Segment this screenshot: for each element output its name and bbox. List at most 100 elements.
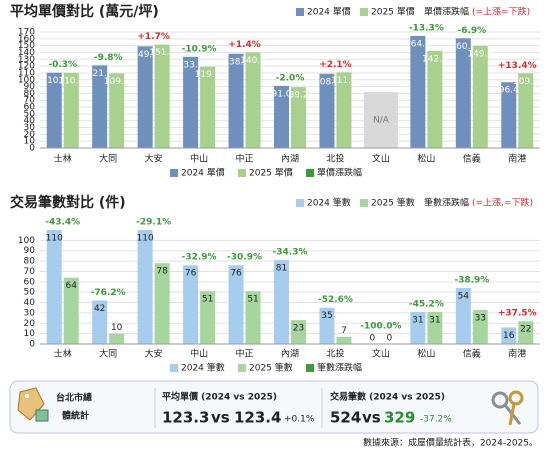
y-tick-label: 30: [24, 123, 36, 133]
legend-swatch: [360, 199, 368, 207]
bar: [427, 311, 443, 344]
bar: [336, 72, 352, 148]
change-label: -30.9%: [227, 253, 262, 263]
y-tick-label: 50: [24, 288, 36, 298]
bar: [183, 56, 199, 148]
y-tick-label: 100: [18, 75, 35, 85]
bar: [200, 291, 216, 344]
vs: vs: [211, 409, 230, 427]
bar-value-label: 76: [185, 269, 197, 279]
y-tick-label: 80: [24, 257, 36, 267]
legend-label: 2025 筆數: [249, 362, 293, 374]
x-tick-label: 北投: [326, 153, 344, 165]
bar-value-label: 142.5: [422, 54, 448, 64]
bar-value-label: 7: [341, 326, 347, 336]
bar: [228, 265, 244, 344]
legend-swatch: [296, 8, 304, 16]
x-tick-label: 松山: [417, 153, 435, 165]
bar-value-label: 0: [387, 334, 393, 344]
bar-value-label: 149.6: [467, 49, 493, 59]
bar-value-label: 76: [230, 269, 242, 279]
legend-swatch: [170, 364, 178, 372]
legend-swatch: [306, 364, 314, 372]
legend-swatch: [296, 199, 304, 207]
bar-value-label: 51: [202, 295, 213, 305]
count-change: -37.2%: [420, 415, 452, 425]
bar-value-label: 138.1: [223, 57, 249, 67]
bar-value-label: 16: [503, 331, 515, 341]
bar-value-label: 121.1: [87, 69, 113, 79]
bar-value-label: 35: [321, 311, 332, 321]
y-tick-label: 150: [18, 41, 35, 51]
bar: [455, 38, 471, 148]
legend-note: (=上漲=下跌): [472, 7, 530, 18]
bar: [291, 320, 306, 344]
bar: [410, 35, 426, 148]
x-tick-label: 大安: [145, 348, 163, 360]
change-label: -29.1%: [136, 218, 171, 228]
bar-value-label: 10: [111, 323, 123, 333]
change-label: -10.9%: [182, 44, 217, 54]
price-heading: 平均單價 (2024 vs 2025): [162, 391, 277, 403]
change-label: +2.1%: [319, 60, 352, 70]
bar: [274, 260, 289, 344]
x-tick-label: 中山: [190, 153, 208, 165]
bar: [336, 336, 352, 344]
bar: [245, 52, 261, 148]
bar-value-label: 110.2: [58, 76, 84, 86]
bar-value-label: 31: [412, 315, 423, 325]
y-tick-label: 30: [24, 308, 36, 318]
bar-value-label: 149.0: [132, 50, 158, 60]
na-box: [363, 92, 398, 148]
change-label: -0.3%: [48, 60, 77, 70]
y-tick-label: 60: [24, 103, 36, 113]
y-tick-label: 60: [24, 277, 36, 287]
bar: [109, 333, 125, 344]
bar: [92, 65, 108, 148]
change-label: +13.4%: [498, 61, 537, 71]
bar-value-label: 54: [458, 292, 470, 302]
bar: [46, 230, 62, 344]
bar: [109, 73, 125, 148]
change-label: -43.4%: [45, 218, 80, 228]
legend-swatch: [238, 364, 246, 372]
legend-swatch: [306, 169, 314, 177]
x-tick-label: 信義: [463, 153, 481, 165]
y-tick-label: 100: [18, 236, 35, 246]
na-label: N/A: [373, 116, 390, 126]
legend-label: 2024 單價: [181, 168, 225, 179]
y-tick-label: 50: [24, 109, 36, 119]
bar-value-label: 96.4: [499, 86, 519, 96]
bar: [245, 291, 261, 344]
bar: [154, 44, 170, 148]
y-tick-label: 160: [18, 34, 35, 44]
x-tick-label: 士林: [54, 348, 72, 360]
y-tick-label: 10: [24, 329, 36, 339]
bar-value-label: 42: [94, 304, 105, 314]
change-label: +1.4%: [228, 40, 261, 50]
vs: vs: [362, 409, 381, 427]
change-label: -2.0%: [276, 73, 305, 83]
legend-label: 2025 筆數: [371, 197, 415, 209]
bar: [427, 50, 443, 148]
x-tick-label: 大同: [99, 153, 117, 165]
legend-label: 2025 單價: [371, 7, 415, 18]
bar-value-label: 109.2: [104, 77, 130, 87]
x-tick-label: 文山: [372, 153, 390, 165]
change-label: -100.0%: [360, 322, 401, 332]
change-label: +37.5%: [498, 309, 537, 319]
legend-label: 單價漲跌幅: [317, 167, 362, 179]
count-heading: 交易筆數 (2024 vs 2025): [330, 391, 445, 403]
bar: [455, 288, 471, 344]
bar: [518, 73, 534, 148]
bar: [154, 263, 170, 344]
tag-icon: [17, 387, 49, 422]
change-label: +1.7%: [137, 32, 170, 42]
bar-value-label: 110: [46, 234, 63, 244]
count-2024: 524: [330, 409, 361, 427]
bar-value-label: 78: [156, 267, 168, 277]
bar: [410, 311, 426, 344]
change-label: -38.9%: [454, 276, 489, 286]
legend-label: 2024 筆數: [181, 362, 225, 374]
